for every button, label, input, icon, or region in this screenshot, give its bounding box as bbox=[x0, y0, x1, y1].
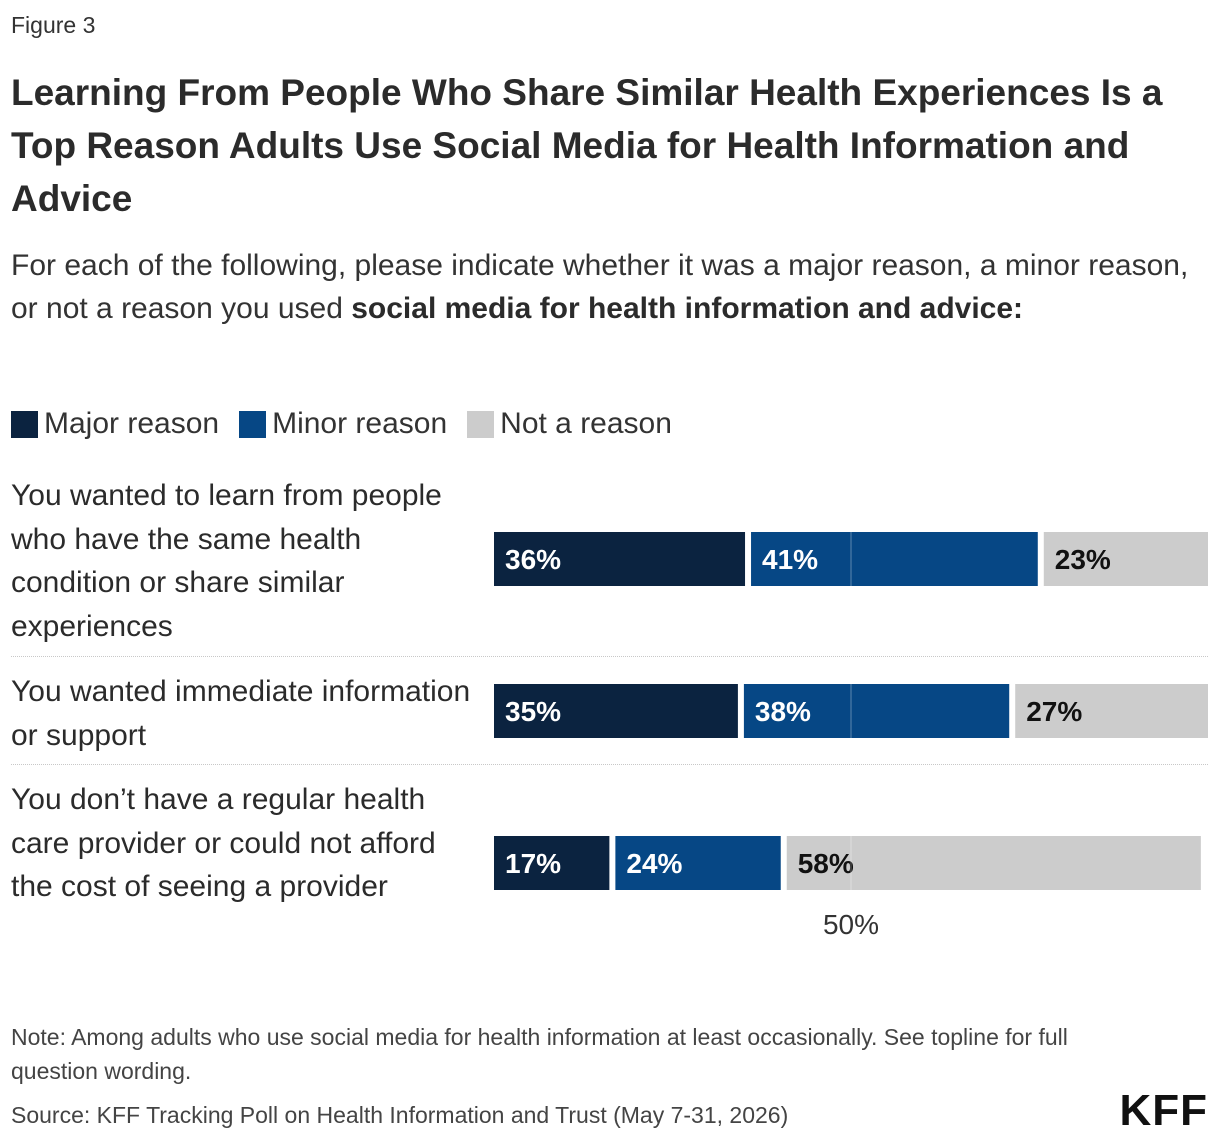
legend: Major reason Minor reason Not a reason bbox=[11, 402, 692, 446]
source-note: Source: KFF Tracking Poll on Health Info… bbox=[11, 1102, 789, 1128]
subtitle-emphasis: social media for health information and … bbox=[351, 292, 1024, 325]
footnote: Note: Among adults who use social media … bbox=[11, 1024, 1068, 1084]
row-label-no-provider: You don’t have a regular health care pro… bbox=[11, 783, 436, 903]
bar-segment-minor-row-3 bbox=[615, 836, 781, 890]
row-label-same-experiences: You wanted to learn from people who have… bbox=[11, 479, 442, 643]
data-label-not-row-3: 58% bbox=[798, 848, 854, 879]
bar-segment-major-row-3 bbox=[494, 836, 610, 890]
reference-line-label: 50% bbox=[823, 909, 879, 940]
bar-segment-not-row-3 bbox=[786, 836, 1201, 890]
legend-label-major: Major reason bbox=[44, 407, 220, 440]
legend-item-minor: Minor reason bbox=[239, 407, 447, 441]
data-label-minor-row-2: 38% bbox=[755, 696, 811, 727]
bar-segment-major-row-1 bbox=[494, 532, 746, 586]
legend-swatch-minor bbox=[239, 410, 267, 438]
data-label-minor-row-1: 41% bbox=[762, 544, 818, 575]
bar-segment-not-row-2 bbox=[1015, 684, 1208, 738]
bar-segment-minor-row-2 bbox=[743, 684, 1010, 738]
chart-subtitle: For each of the following, please indica… bbox=[11, 244, 1211, 330]
data-label-major-row-2: 35% bbox=[505, 696, 561, 727]
data-label-not-row-1: 23% bbox=[1055, 544, 1111, 575]
legend-label-minor: Minor reason bbox=[272, 407, 448, 440]
chart-title: Learning From People Who Share Similar H… bbox=[11, 72, 1163, 219]
kff-logo: KFF bbox=[1119, 1086, 1208, 1135]
bar-segment-minor-row-1 bbox=[751, 532, 1038, 586]
legend-swatch-major bbox=[11, 410, 38, 438]
row-label-immediate-info: You wanted immediate information or supp… bbox=[11, 675, 471, 752]
subtitle-text: For each of the following, please indica… bbox=[11, 249, 1189, 325]
bar-segment-not-row-1 bbox=[1043, 532, 1208, 586]
data-label-major-row-1: 36% bbox=[505, 544, 561, 575]
row-divider bbox=[11, 764, 1208, 765]
data-label-minor-row-3: 24% bbox=[626, 848, 682, 879]
data-label-not-row-2: 27% bbox=[1026, 696, 1082, 727]
row-divider bbox=[11, 656, 1208, 657]
legend-swatch-not bbox=[467, 410, 495, 438]
bar-segment-major-row-2 bbox=[494, 684, 738, 738]
data-label-major-row-3: 17% bbox=[505, 848, 561, 879]
legend-item-major: Major reason bbox=[11, 407, 219, 441]
legend-item-not: Not a reason bbox=[467, 407, 672, 441]
figure-label: Figure 3 bbox=[11, 12, 96, 38]
legend-label-not: Not a reason bbox=[500, 407, 672, 440]
